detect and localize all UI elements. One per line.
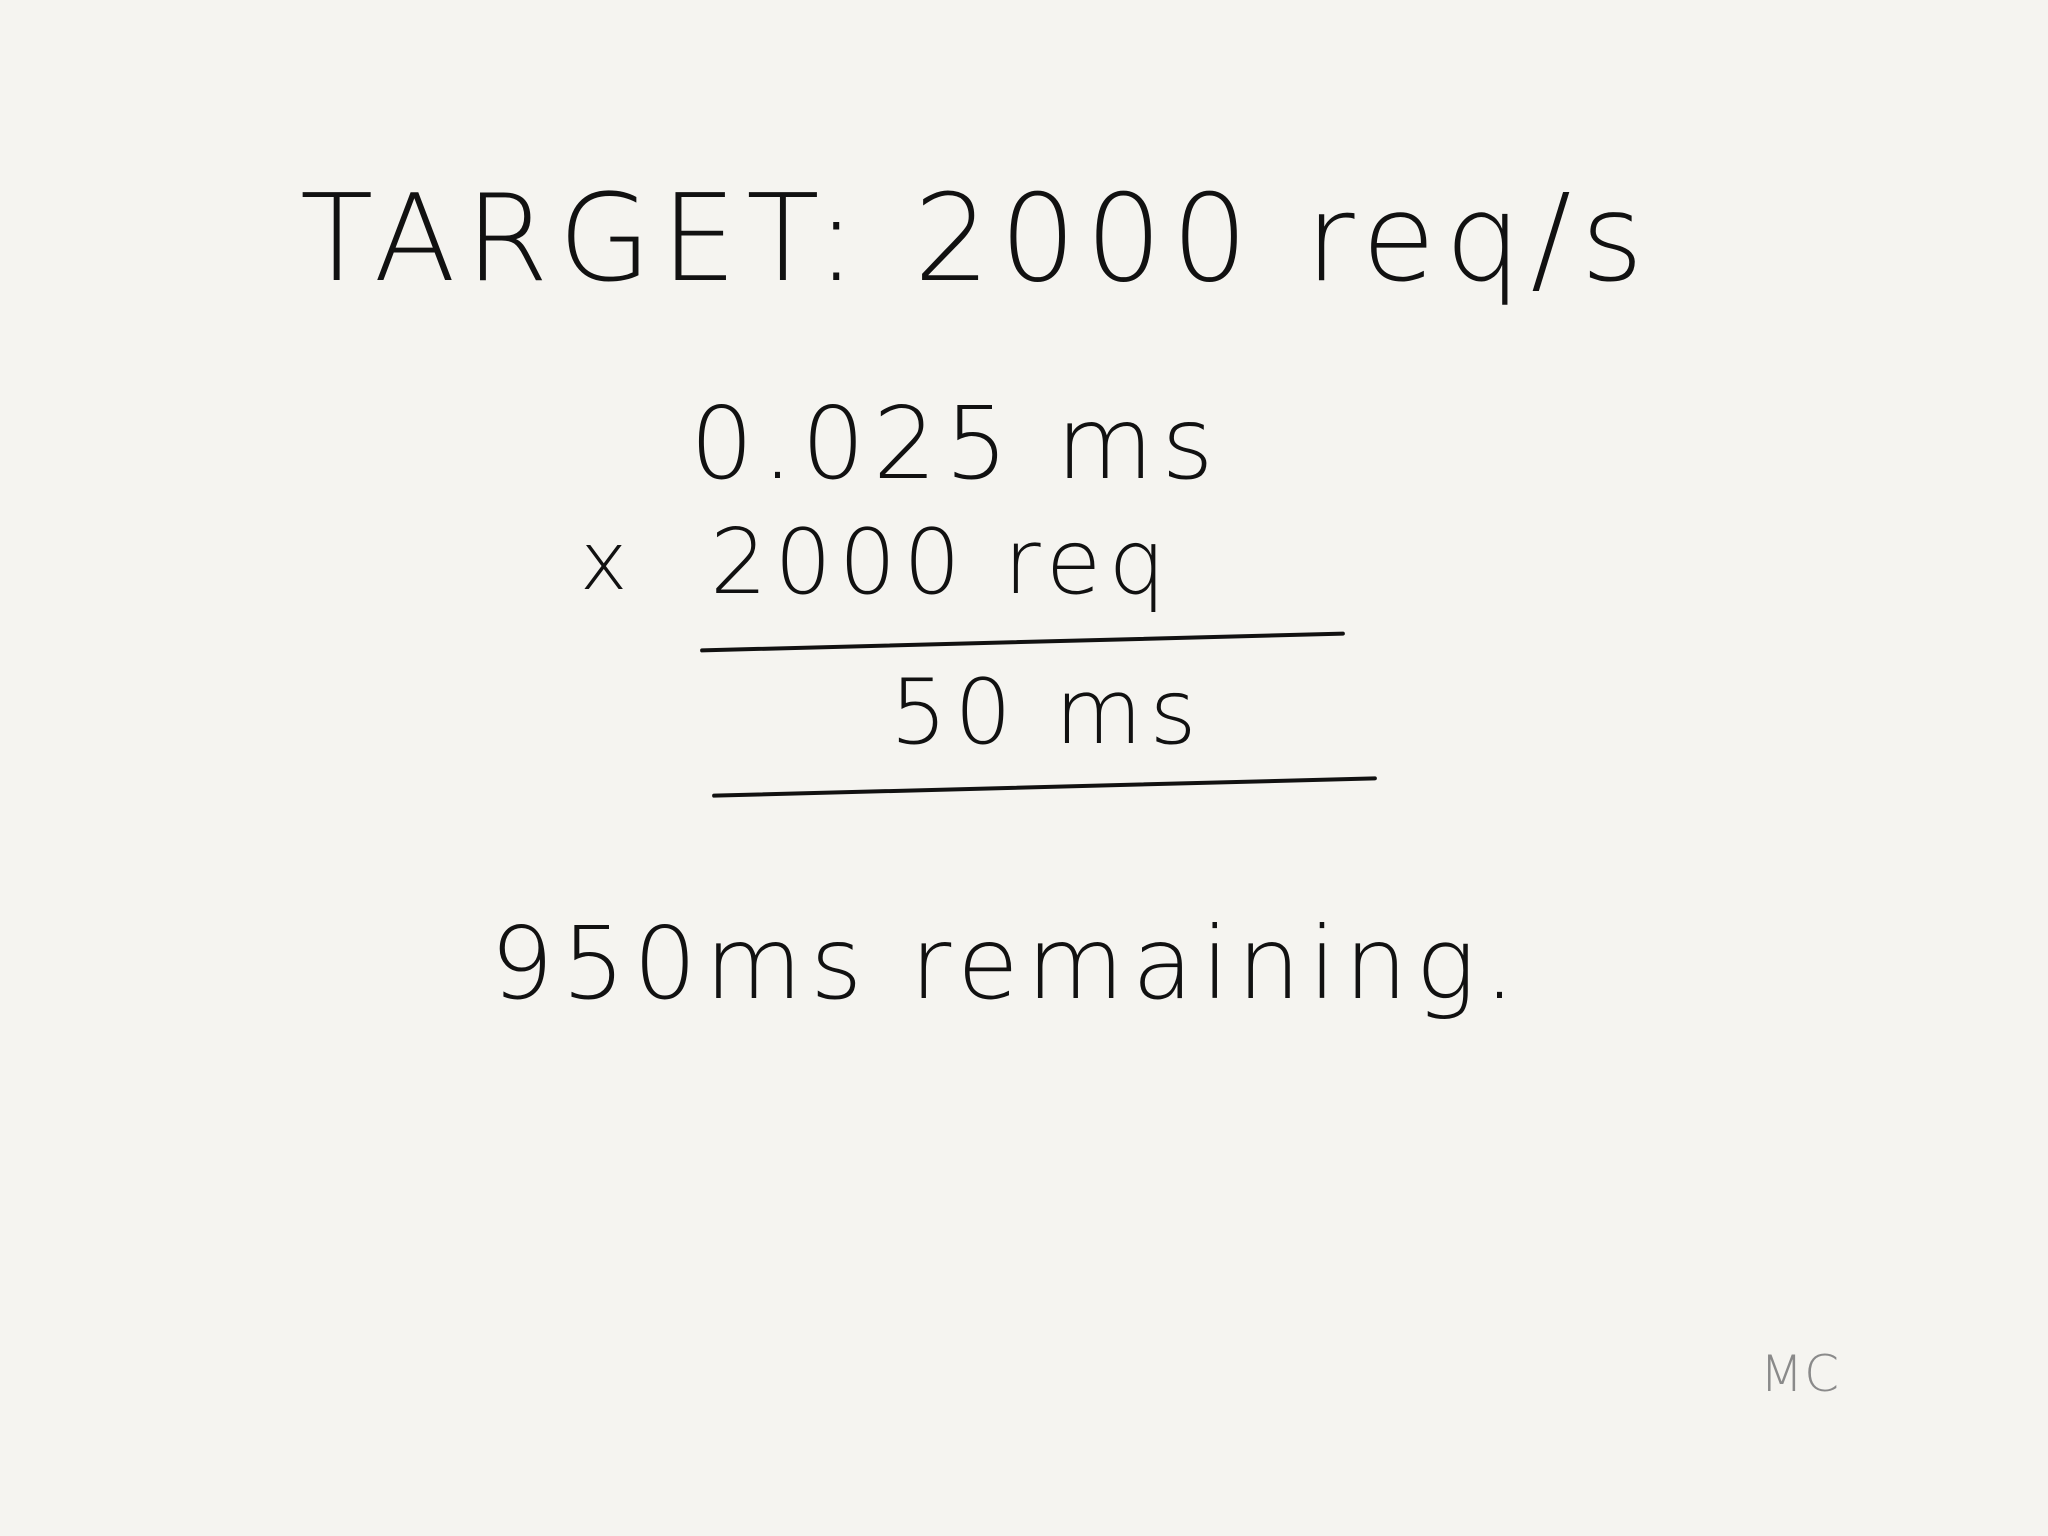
first-underline: [700, 631, 1345, 653]
target-heading: TARGET: 2000 req/s: [300, 170, 1653, 309]
second-underline: [712, 776, 1377, 798]
multiplier: 2000 req: [710, 510, 1173, 615]
author-initials: MC: [1760, 1345, 1841, 1403]
product: 50 ms: [890, 660, 1204, 765]
multiplier-sign: x: [580, 515, 634, 608]
multiplicand: 0.025 ms: [690, 385, 1222, 502]
conclusion-text: 950ms remaining.: [490, 905, 1524, 1022]
